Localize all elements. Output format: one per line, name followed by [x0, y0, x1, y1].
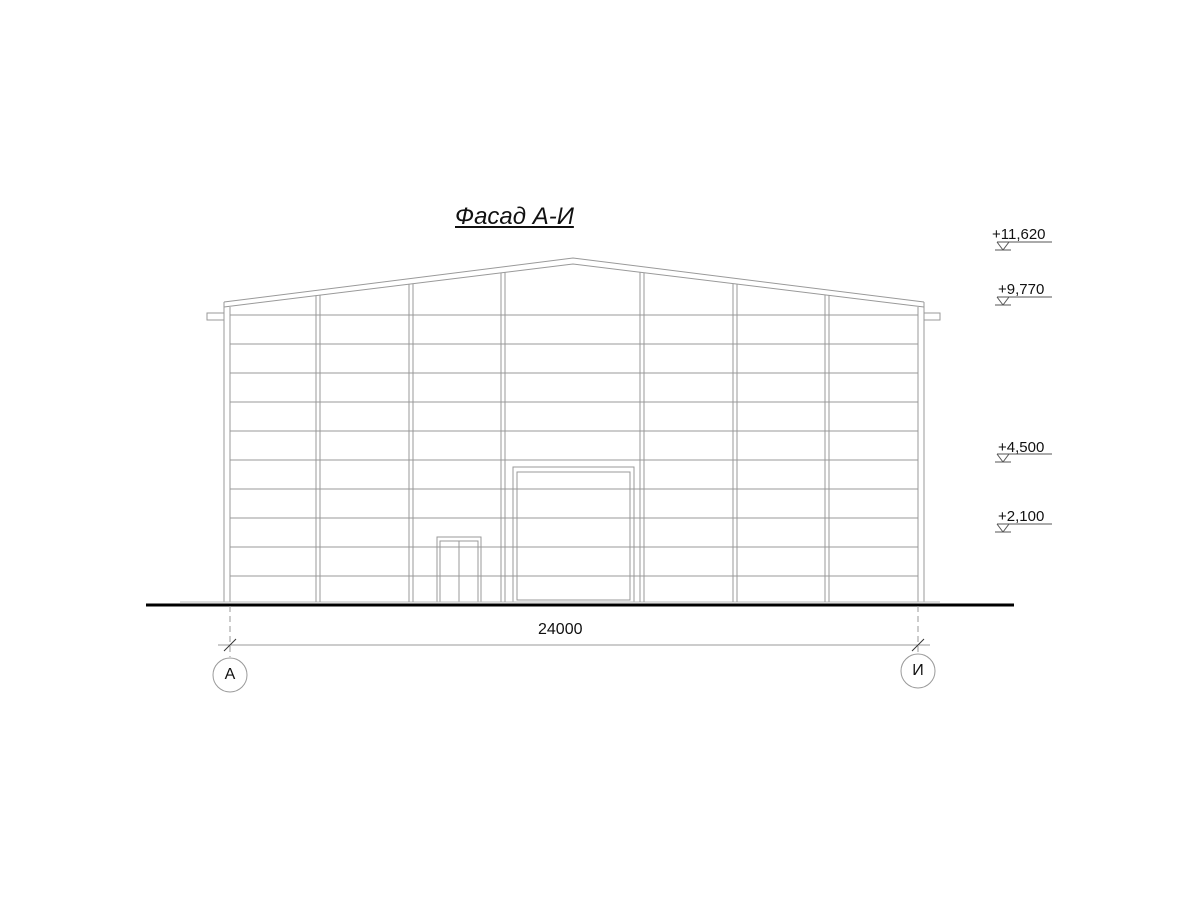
level-mark: +9,770 [998, 281, 1045, 298]
level-mark: +4,500 [998, 439, 1045, 456]
drawing-title: Фасад А-И [455, 203, 574, 230]
gate [512, 466, 635, 603]
axis-label-a: А [224, 666, 236, 683]
dimension-label: 24000 [538, 621, 583, 638]
axis-label-i: И [912, 662, 924, 679]
roof-top [223, 257, 925, 303]
building-elevation [180, 257, 941, 603]
level-mark: +2,100 [998, 508, 1045, 525]
level-mark: +11,620 [992, 226, 1046, 243]
axis-marker-i [900, 653, 936, 689]
left-overhang [206, 312, 225, 321]
roof-bottom [223, 263, 925, 308]
axis-marker-a [212, 657, 248, 693]
right-overhang [923, 312, 941, 321]
